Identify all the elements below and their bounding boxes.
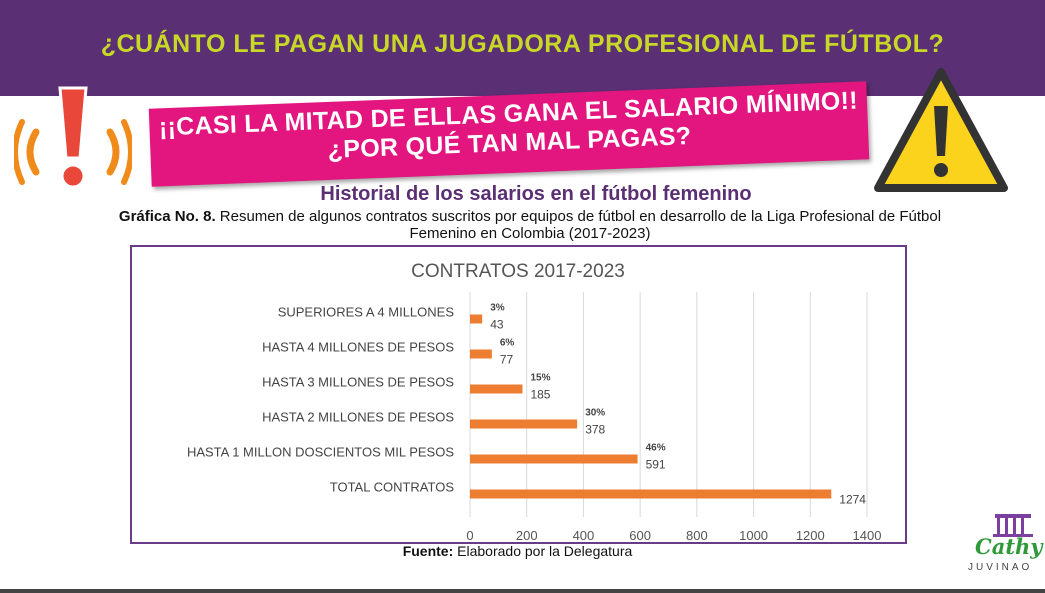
- alert-exclamation-icon: [14, 86, 132, 189]
- percent-label: 3%: [490, 303, 505, 314]
- cathy-juvinao-logo: [993, 514, 1033, 537]
- category-label: HASTA 4 MILLONES DE PESOS: [262, 340, 454, 355]
- bar: [470, 384, 523, 394]
- bar: [470, 349, 492, 359]
- logo-subtitle: JUVINAO: [968, 562, 1033, 573]
- value-label: 1274: [839, 493, 866, 507]
- source-label: Fuente:: [402, 543, 454, 559]
- x-tick-label: 200: [516, 528, 538, 542]
- x-tick-label: 1000: [739, 528, 768, 542]
- chart-panel: CONTRATOS 2017-2023 0 200 400 600 800 1000 1200…: [130, 245, 907, 544]
- category-label: TOTAL CONTRATOS: [330, 480, 455, 495]
- x-tick-label: 1200: [796, 528, 825, 542]
- category-label: HASTA 2 MILLONES DE PESOS: [262, 410, 454, 425]
- footer-rule: [0, 589, 1045, 593]
- caption-text: Resumen de algunos contratos suscritos p…: [215, 208, 942, 242]
- percent-label: 6%: [500, 338, 515, 349]
- logo-name: Cathy: [975, 534, 1043, 559]
- chart-section-subtitle: Historial de los salarios en el fútbol f…: [320, 183, 752, 205]
- warning-triangle-icon: [874, 68, 1008, 192]
- x-tick-label: 1400: [853, 528, 882, 542]
- bar: [470, 314, 483, 324]
- category-label: SUPERIORES A 4 MILLONES: [278, 305, 455, 320]
- value-label: 378: [585, 423, 605, 437]
- figure-caption: Gráfica No. 8. Resumen de algunos contra…: [115, 208, 945, 242]
- bar-chart: CONTRATOS 2017-2023 0 200 400 600 800 1000 1200…: [187, 261, 882, 542]
- bar: [470, 419, 578, 429]
- percent-label: 30%: [585, 408, 605, 419]
- bar: [470, 454, 638, 464]
- value-label: 185: [530, 388, 550, 402]
- percent-label: 15%: [530, 373, 550, 384]
- page-title: ¿CUÁNTO LE PAGAN UNA JUGADORA PROFESIONA…: [100, 30, 945, 58]
- x-tick-label: 0: [466, 528, 473, 542]
- caption-label: Gráfica No. 8.: [118, 208, 216, 225]
- chart-source: Fuente: Elaborado por la Delegatura: [0, 543, 1035, 559]
- x-tick-label: 600: [629, 528, 651, 542]
- category-label: HASTA 3 MILLONES DE PESOS: [262, 375, 454, 390]
- percent-label: 46%: [646, 443, 666, 454]
- value-label: 591: [646, 458, 666, 472]
- value-label: 43: [490, 318, 504, 332]
- source-text: Elaborado por la Delegatura: [453, 543, 633, 559]
- chart-title: CONTRATOS 2017-2023: [411, 261, 625, 282]
- category-label: HASTA 1 MILLON DOSCIENTOS MIL PESOS: [187, 445, 454, 460]
- bar: [470, 489, 832, 499]
- header-band: [0, 0, 1045, 96]
- x-tick-label: 400: [573, 528, 595, 542]
- x-tick-label: 800: [686, 528, 708, 542]
- value-label: 77: [500, 353, 514, 367]
